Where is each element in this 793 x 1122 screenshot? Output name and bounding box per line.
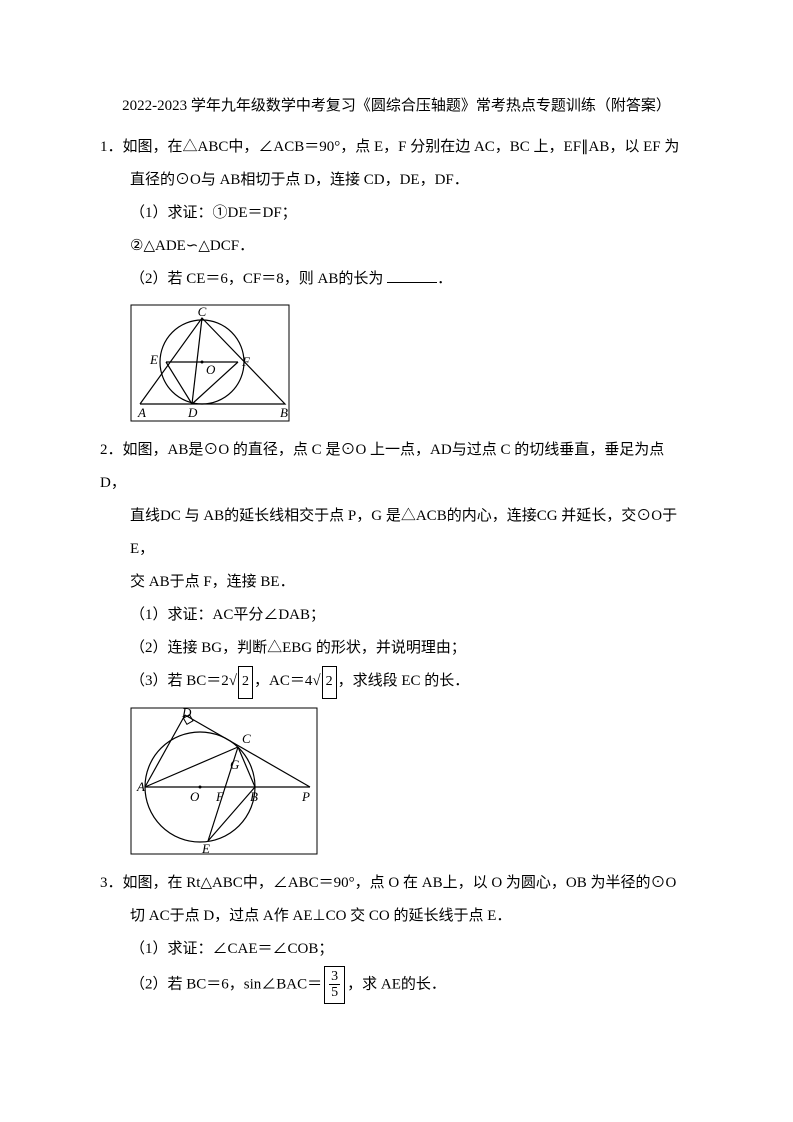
fig2-D: D xyxy=(181,707,192,720)
p1-s3a: （2）若 CE＝6，CF＝8，则 AB的长为 xyxy=(130,271,387,287)
fraction-box: 35 xyxy=(324,966,345,1004)
fig1-E: E xyxy=(149,352,158,367)
sqrt-symbol-1: √ xyxy=(229,665,237,698)
sqrt-symbol-2: √ xyxy=(312,665,320,698)
p2-s3a: （3）若 BC＝2 xyxy=(130,673,229,689)
p1-text1: 如图，在△ABC中，∠ACB＝90°，点 E，F 分别在边 AC，BC 上，EF… xyxy=(123,139,680,155)
p3-line1: 3．如图，在 Rt△ABC中，∠ABC＝90°，点 O 在 AB上，以 O 为圆… xyxy=(100,867,693,900)
p2-line3: 交 AB于点 F，连接 BE． xyxy=(100,566,693,599)
p1-num: 1． xyxy=(100,139,123,155)
p2-sub3: （3）若 BC＝2√2，AC＝4√2，求线段 EC 的长． xyxy=(100,665,693,699)
p2-line2: 直线DC 与 AB的延长线相交于点 P，G 是△ACB的内心，连接CG 并延长，… xyxy=(100,500,693,566)
problem-3: 3．如图，在 Rt△ABC中，∠ABC＝90°，点 O 在 AB上，以 O 为圆… xyxy=(100,867,693,1004)
sqrt-box-1: 2 xyxy=(238,666,253,699)
fig2-F: F xyxy=(215,789,225,804)
p3-s2b: ，求 AE的长． xyxy=(347,976,446,992)
fig2-O: O xyxy=(190,789,200,804)
fig1-C: C xyxy=(198,304,207,319)
fig1-F: F xyxy=(241,354,251,369)
frac-numerator: 3 xyxy=(329,969,340,985)
blank-field xyxy=(387,282,437,283)
p1-line1: 1．如图，在△ABC中，∠ACB＝90°，点 E，F 分别在边 AC，BC 上，… xyxy=(100,131,693,164)
p2-text1: 如图，AB是⊙O 的直径，点 C 是⊙O 上一点，AD与过点 C 的切线垂直，垂… xyxy=(100,442,664,491)
fig2-B: B xyxy=(250,789,258,804)
p1-sub1: （1）求证：①DE＝DF； xyxy=(100,197,693,230)
p1-sub2: ②△ADE∽△DCF． xyxy=(100,230,693,263)
fig1-A: A xyxy=(137,405,146,420)
figure-2: D C G A O F B P E xyxy=(130,707,693,857)
fig1-D: D xyxy=(187,405,198,420)
p1-line2: 直径的⊙O与 AB相切于点 D，连接 CD，DE，DF． xyxy=(100,164,693,197)
fig2-E: E xyxy=(201,841,210,856)
fig2-A: A xyxy=(136,779,145,794)
page-title: 2022-2023 学年九年级数学中考复习《圆综合压轴题》常考热点专题训练（附答… xyxy=(100,90,693,123)
p2-s3c: ，求线段 EC 的长． xyxy=(338,673,470,689)
fig1-O: O xyxy=(206,362,216,377)
frac-denominator: 5 xyxy=(329,985,340,1000)
p1-sub3: （2）若 CE＝6，CF＝8，则 AB的长为 ． xyxy=(100,263,693,296)
p2-sub1: （1）求证：AC平分∠DAB； xyxy=(100,599,693,632)
p3-num: 3． xyxy=(100,875,123,891)
p2-s3b: ，AC＝4 xyxy=(254,673,312,689)
p2-sub2: （2）连接 BG，判断△EBG 的形状，并说明理由； xyxy=(100,632,693,665)
fig2-G: G xyxy=(230,757,240,772)
fig1-B: B xyxy=(280,405,288,420)
fig2-C: C xyxy=(242,731,251,746)
p3-sub2: （2）若 BC＝6，sin∠BAC＝35，求 AE的长． xyxy=(100,966,693,1004)
p3-sub1: （1）求证：∠CAE＝∠COB； xyxy=(100,933,693,966)
p2-num: 2． xyxy=(100,442,123,458)
p2-line1: 2．如图，AB是⊙O 的直径，点 C 是⊙O 上一点，AD与过点 C 的切线垂直… xyxy=(100,434,693,500)
problem-2: 2．如图，AB是⊙O 的直径，点 C 是⊙O 上一点，AD与过点 C 的切线垂直… xyxy=(100,434,693,857)
p3-text1: 如图，在 Rt△ABC中，∠ABC＝90°，点 O 在 AB上，以 O 为圆心，… xyxy=(123,875,677,891)
fig2-P: P xyxy=(301,789,310,804)
p3-line2: 切 AC于点 D，过点 A作 AE⊥CO 交 CO 的延长线于点 E． xyxy=(100,900,693,933)
problem-1: 1．如图，在△ABC中，∠ACB＝90°，点 E，F 分别在边 AC，BC 上，… xyxy=(100,131,693,424)
p3-s2a: （2）若 BC＝6，sin∠BAC＝ xyxy=(130,976,322,992)
p1-s3b: ． xyxy=(437,271,452,287)
figure-1: C E O F A D B xyxy=(130,304,693,424)
sqrt-box-2: 2 xyxy=(322,666,337,699)
